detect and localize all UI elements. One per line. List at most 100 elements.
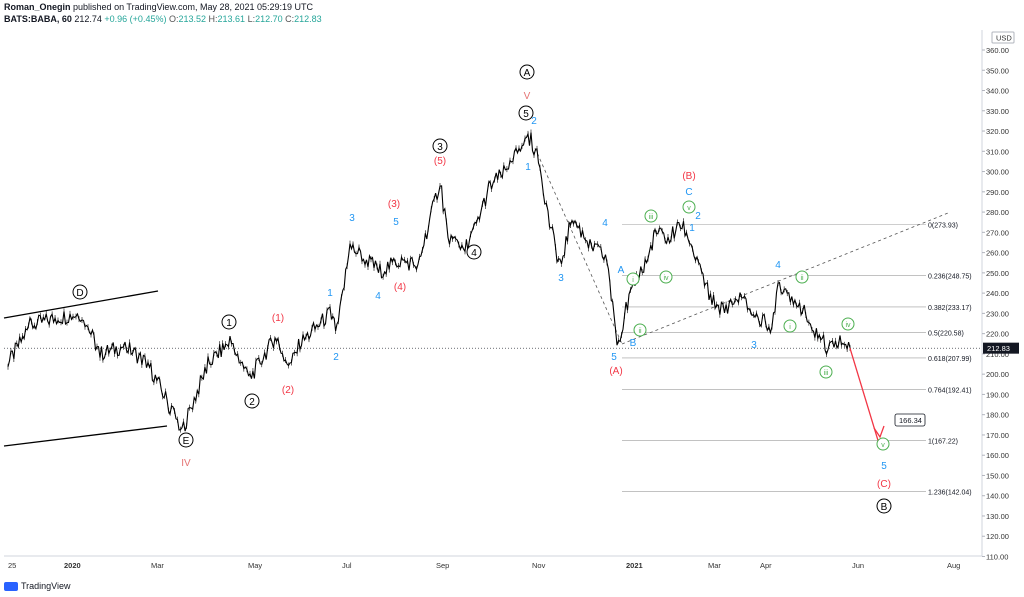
wave-label: i: [789, 324, 791, 331]
wave-label-circle: [518, 105, 534, 121]
channel-lower-line: [3, 425, 168, 447]
last-price: 212.74: [74, 14, 102, 24]
wave-label: A: [618, 265, 625, 276]
y-tick-label: 230.00: [986, 309, 1009, 318]
wave-label: 2: [695, 211, 701, 222]
wave-label-circle: [876, 437, 890, 451]
y-tick-label: 360.00: [986, 46, 1009, 55]
close-label: C:: [285, 14, 295, 24]
wave-label: ii: [800, 275, 804, 282]
wave-label-circle: [876, 498, 892, 514]
wave-label: B: [881, 502, 888, 513]
currency-box: [991, 31, 1015, 44]
symbol-name: BATS:BABA, 60: [4, 14, 72, 24]
wave-label: 5: [611, 352, 617, 363]
wave-label: 3: [558, 273, 564, 284]
wave-label: D: [76, 288, 83, 299]
y-tick-label: 330.00: [986, 107, 1009, 116]
fib-level-label: 0.618(207.99): [928, 356, 972, 363]
y-tick-label: 250.00: [986, 269, 1009, 278]
wave-label-circle: [682, 200, 696, 214]
wave-label: iv: [663, 275, 669, 282]
wave-label: (4): [394, 282, 406, 293]
x-tick-label: Nov: [532, 561, 546, 570]
y-tick-label: 350.00: [986, 66, 1009, 75]
wave-label-circle: [432, 138, 448, 154]
last-price-label: 212.83: [987, 344, 1010, 353]
wave-label-circle: [221, 314, 237, 330]
x-tick-label: May: [248, 561, 262, 570]
close-value: 212.83: [294, 14, 322, 24]
high-label: H:: [208, 14, 218, 24]
y-tick-label: 270.00: [986, 228, 1009, 237]
wave-label: IV: [181, 458, 191, 469]
wave-label: 5: [523, 109, 529, 120]
y-tick-label: 200.00: [986, 370, 1009, 379]
x-tick-label: 25: [8, 561, 16, 570]
projection-arrow-head: [873, 425, 885, 439]
wave-label-circle: [519, 64, 535, 80]
x-tick-label: Apr: [760, 561, 772, 570]
wave-label: E: [183, 436, 190, 447]
wave-label: 5: [881, 461, 887, 472]
price-change: +0.96 (+0.45%): [104, 14, 167, 24]
wave-label-circle: [783, 319, 797, 333]
x-tick-label: Sep: [436, 561, 449, 570]
open-label: O:: [168, 14, 179, 24]
currency-label: USD: [996, 34, 1012, 43]
y-tick-label: 190.00: [986, 390, 1009, 399]
wave-label: 3: [349, 213, 355, 224]
fib-level-label: 0(273.93): [928, 222, 958, 229]
wave-label-circle: [819, 365, 833, 379]
wave-label: 3: [437, 142, 443, 153]
tradingview-logo-icon: [4, 581, 18, 591]
y-tick-label: 130.00: [986, 512, 1009, 521]
tradingview-logo: TradingView: [4, 581, 71, 591]
fib-level-label: 0.382(233.17): [928, 305, 972, 312]
x-tick-label: Aug: [947, 561, 960, 570]
fib-level-label: 0.5(220.58): [928, 330, 964, 337]
y-tick-label: 290.00: [986, 188, 1009, 197]
y-tick-label: 220.00: [986, 330, 1009, 339]
wave-label: 3: [751, 340, 757, 351]
y-tick-label: 260.00: [986, 249, 1009, 258]
wave-label-circle: [466, 244, 482, 260]
author-name: Roman_Onegin: [4, 2, 71, 12]
wave-label-circle: [633, 323, 647, 337]
wave-label: v: [687, 205, 691, 212]
wave-label: 1: [327, 288, 333, 299]
wave-label-circle: [178, 432, 194, 448]
y-tick-label: 160.00: [986, 451, 1009, 460]
wave-label: (2): [282, 385, 294, 396]
wave-label: 1: [226, 318, 232, 329]
wave-label: ii: [638, 328, 642, 335]
wave-label-circle: [244, 393, 260, 409]
wave-label-circle: [795, 270, 809, 284]
wave-label: 2: [531, 116, 537, 127]
wave-label: V: [524, 91, 531, 102]
wave-label: 4: [375, 291, 381, 302]
wave-label: 4: [602, 218, 608, 229]
y-tick-label: 240.00: [986, 289, 1009, 298]
x-tick-label: Jul: [342, 561, 352, 570]
y-tick-label: 300.00: [986, 168, 1009, 177]
wave-label-circle: [841, 317, 855, 331]
x-tick-label: Mar: [151, 561, 164, 570]
wave-label: iv: [845, 322, 851, 329]
dashed-trend-line: [621, 212, 949, 345]
fib-level-label: 1.236(142.04): [928, 490, 972, 497]
target-box: [894, 413, 926, 427]
wave-label: 2: [333, 352, 339, 363]
wave-label: (1): [272, 313, 284, 324]
price-series-line: [7, 131, 851, 432]
wave-label: 1: [525, 162, 531, 173]
y-tick-label: 150.00: [986, 471, 1009, 480]
y-tick-label: 210.00: [986, 350, 1009, 359]
wave-label: (5): [434, 156, 446, 167]
last-price-tag: [983, 342, 1019, 354]
x-tick-label: Jun: [852, 561, 864, 570]
y-tick-label: 120.00: [986, 532, 1009, 541]
wave-label: A: [524, 68, 531, 79]
y-tick-label: 170.00: [986, 431, 1009, 440]
